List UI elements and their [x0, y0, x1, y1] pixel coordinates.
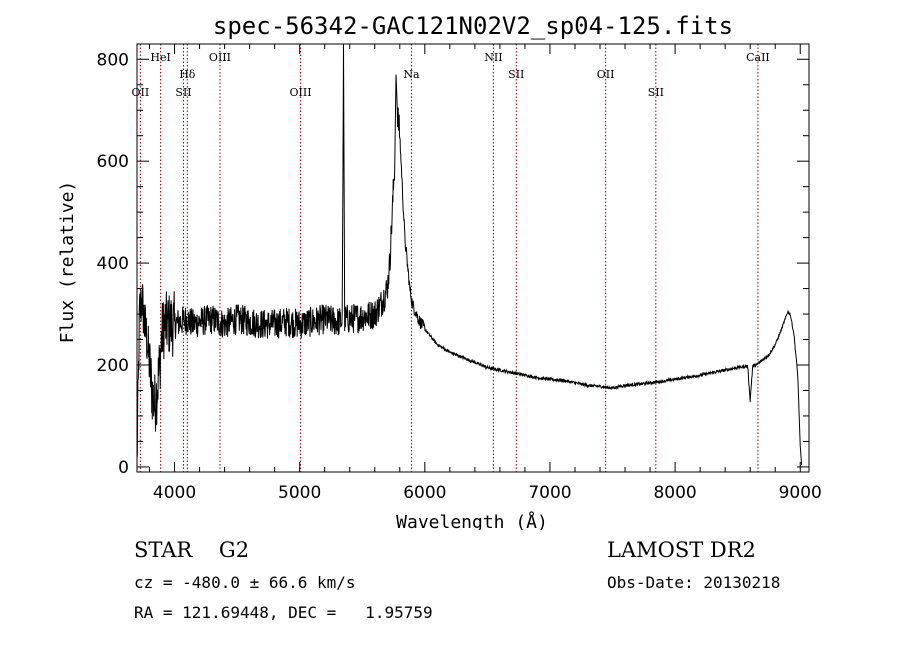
- line-marker-label: NII: [484, 51, 502, 64]
- line-marker-label: Hδ: [179, 68, 196, 81]
- spectrum-chart: spec-56342-GAC121N02V2_sp04-125.fits OII…: [57, 12, 822, 530]
- spectrum-line: [136, 43, 802, 465]
- x-tick-label: 5000: [278, 483, 321, 503]
- line-marker-label: SII: [508, 68, 524, 81]
- y-tick-label: 400: [97, 254, 129, 274]
- line-marker-label: Na: [403, 68, 420, 81]
- line-marker-label: SII: [175, 86, 191, 99]
- line-marker-label: HeI: [150, 51, 170, 64]
- x-axis-label: Wavelength (Å): [396, 511, 548, 530]
- y-tick-label: 200: [97, 356, 129, 376]
- object-class: STAR G2: [134, 538, 250, 562]
- x-tick-label: 7000: [528, 483, 571, 503]
- line-marker-label: OII: [132, 86, 150, 99]
- chart-title: spec-56342-GAC121N02V2_sp04-125.fits: [213, 12, 733, 40]
- axes: 4000 5000 6000 7000 8000 9000 0 200 400 600 800: [97, 43, 822, 503]
- y-tick-label: 800: [97, 50, 129, 70]
- spectrum-data: [136, 43, 802, 465]
- survey-name: LAMOST DR2: [607, 538, 756, 562]
- plot-frame: [136, 43, 810, 473]
- line-marker-label: SII: [648, 86, 664, 99]
- y-tick-label: 0: [118, 458, 129, 478]
- x-tick-label: 4000: [153, 483, 196, 503]
- emission-line-markers: OII HeI Hδ SII OIII OIII Na NII SII OII SII CaII: [132, 44, 770, 472]
- x-tick-label: 9000: [779, 483, 822, 503]
- line-marker-label: OII: [597, 68, 615, 81]
- redshift-velocity: cz = -480.0 ± 66.6 km/s: [134, 573, 356, 592]
- x-tick-label: 6000: [403, 483, 446, 503]
- y-axis-label: Flux (relative): [57, 181, 78, 344]
- line-marker-label: CaII: [746, 51, 770, 64]
- y-tick-label: 600: [97, 152, 129, 172]
- observation-date: Obs-Date: 20130218: [607, 573, 781, 592]
- line-marker-label: OIII: [290, 86, 312, 99]
- line-marker-label: OIII: [209, 51, 231, 64]
- ra-dec: RA = 121.69448, DEC = 1.95759: [134, 603, 433, 622]
- x-tick-label: 8000: [653, 483, 696, 503]
